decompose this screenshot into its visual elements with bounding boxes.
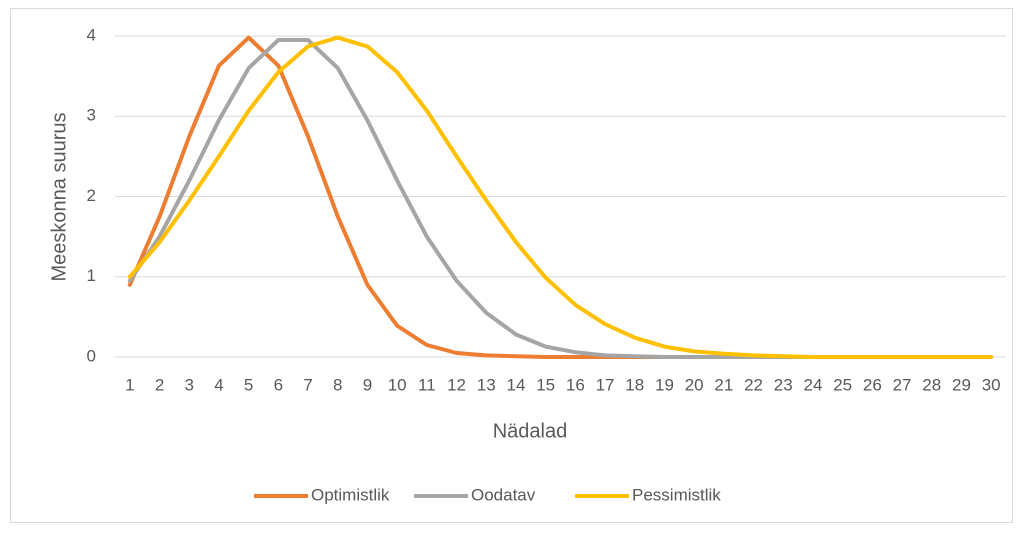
x-tick-label: 11 [418,375,436,394]
y-axis-label: Meeskonna suurus [48,113,70,282]
x-tick-label: 1 [125,375,134,394]
legend-label: Oodatav [471,485,536,504]
legend-label: Pessimistlik [632,485,721,504]
x-tick-label: 19 [655,375,674,394]
x-tick-label: 6 [274,375,283,394]
x-tick-label: 24 [803,375,822,394]
x-tick-label: 12 [447,375,466,394]
x-tick-label: 5 [244,375,253,394]
x-tick-label: 27 [893,375,912,394]
x-tick-label: 25 [833,375,852,394]
x-tick-label: 17 [596,375,615,394]
x-tick-label: 30 [982,375,1001,394]
x-tick-label: 16 [566,375,585,394]
x-tick-label: 9 [363,375,372,394]
x-tick-label: 8 [333,375,342,394]
legend-label: Optimistlik [311,485,390,504]
x-tick-label: 20 [685,375,704,394]
x-tick-label: 15 [536,375,555,394]
x-axis-label: Nädalad [493,420,568,442]
x-tick-label: 23 [774,375,793,394]
series-line [127,35,994,359]
x-tick-label: 3 [185,375,194,394]
x-tick-label: 2 [155,375,164,394]
x-tick-label: 21 [714,375,733,394]
x-tick-label: 7 [303,375,312,394]
x-tick-label: 18 [625,375,644,394]
x-tick-label: 26 [863,375,882,394]
y-tick-label: 1 [87,266,96,285]
x-tick-label: 29 [952,375,971,394]
chart-border [10,8,1013,523]
x-tick-label: 13 [477,375,496,394]
x-tick-label: 10 [388,375,407,394]
x-tick-label: 14 [506,375,525,394]
x-tick-label: 4 [214,375,223,394]
y-tick-label: 0 [87,346,96,365]
x-tick-label: 28 [922,375,941,394]
x-tick-label: 22 [744,375,763,394]
y-tick-label: 3 [87,106,96,125]
y-tick-label: 2 [87,186,96,205]
y-tick-label: 4 [87,25,96,44]
